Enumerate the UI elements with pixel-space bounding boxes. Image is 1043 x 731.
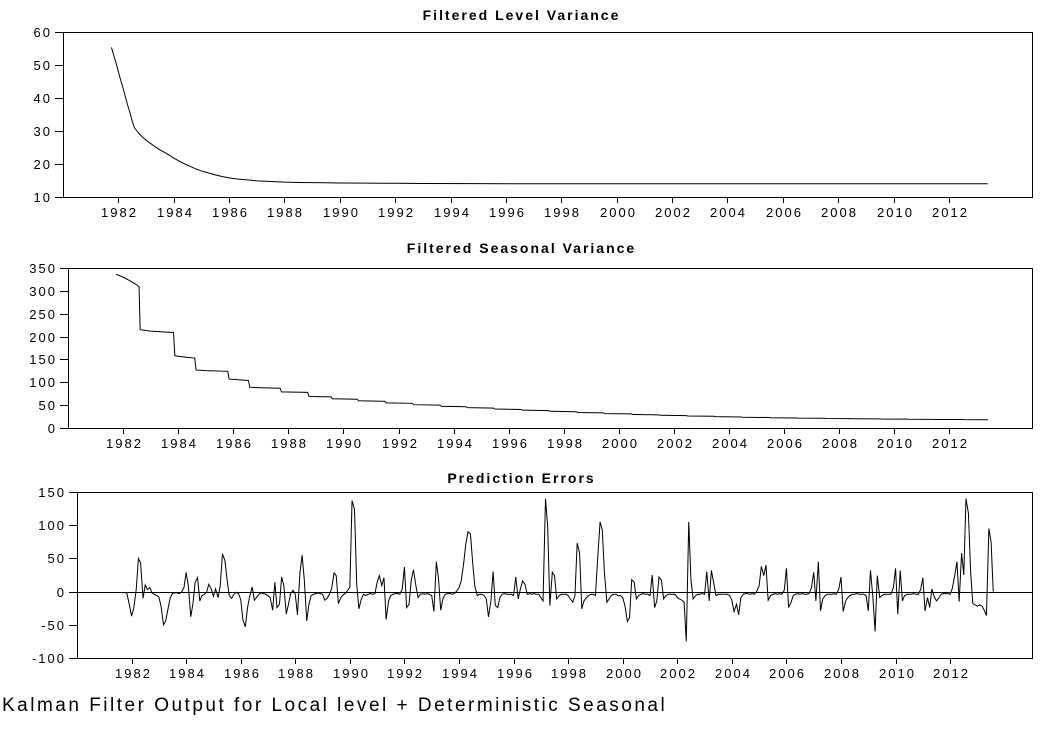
y-axis-tick-label: 50 (39, 398, 57, 413)
x-axis-tick-label: 2012 (932, 436, 969, 451)
y-axis-tick-label: 0 (48, 421, 57, 436)
x-axis-tick-label: 1988 (267, 205, 304, 220)
x-axis-tick-label: 2002 (655, 205, 692, 220)
x-axis-tick-label: 1984 (161, 436, 198, 451)
x-axis-tick-label: 2006 (766, 205, 803, 220)
x-axis-tick-label: 1990 (323, 205, 360, 220)
y-axis-tick-label: 300 (29, 284, 57, 299)
x-axis-tick-label: 1986 (224, 666, 261, 681)
x-axis-tick-label: 1998 (547, 436, 584, 451)
x-axis-tick-label: 1990 (326, 436, 363, 451)
x-axis-tick-label: 1994 (442, 666, 479, 681)
y-axis-tick-label: 100 (29, 375, 57, 390)
y-axis-tick-label: 150 (29, 352, 57, 367)
y-axis-tick-label: 60 (34, 25, 52, 40)
x-axis-tick-label: 2012 (933, 666, 970, 681)
x-axis-tick-label: 2006 (769, 666, 806, 681)
x-axis-tick-label: 1982 (115, 666, 152, 681)
chart-title-filtered-seasonal-variance: Filtered Seasonal Variance (406, 240, 637, 256)
figure-caption: Kalman Filter Output for Local level + D… (2, 695, 668, 716)
x-axis-tick-label: 2008 (821, 205, 858, 220)
chart-title-prediction-errors: Prediction Errors (447, 470, 596, 486)
x-axis-tick-label: 1982 (106, 436, 143, 451)
x-axis-tick-label: 1994 (437, 436, 474, 451)
x-axis-tick-label: 2002 (657, 436, 694, 451)
series-line (124, 498, 994, 642)
series-line (110, 47, 988, 185)
plot-border (68, 268, 1033, 429)
x-axis-tick-label: 2010 (877, 205, 914, 220)
prediction-errors-chart: 150 100 50 0 -50 -100 1982 1984 1986 1988 1990 1992… (32, 485, 1033, 681)
y-axis-tick-label: 150 (38, 485, 66, 500)
y-axis-tick-label: 50 (48, 551, 66, 566)
x-axis-tick-label: 2004 (710, 205, 747, 220)
x-axis-tick-label: 1998 (544, 205, 581, 220)
y-axis-tick-label: 10 (34, 190, 52, 205)
x-axis-tick-label: 1988 (278, 666, 315, 681)
x-axis-tick-label: 1994 (434, 205, 471, 220)
x-axis-tick-label: 2000 (600, 205, 637, 220)
y-axis-tick-label: 250 (29, 307, 57, 322)
x-axis-tick-label: 1992 (387, 666, 424, 681)
series-line (116, 273, 988, 421)
x-axis-tick-label: 2004 (712, 436, 749, 451)
y-axis-tick-label: 30 (34, 124, 52, 139)
y-axis-tick-label: 200 (29, 330, 57, 345)
x-axis-tick-label: 1984 (157, 205, 194, 220)
x-axis-tick-label: 1992 (382, 436, 419, 451)
x-axis-tick-label: 1988 (271, 436, 308, 451)
x-axis-tick-label: 2000 (602, 436, 639, 451)
y-axis-tick-label: 350 (29, 261, 57, 276)
x-axis-tick-label: 2008 (822, 436, 859, 451)
y-axis-tick-label: 20 (34, 157, 52, 172)
x-axis-tick-label: 2006 (767, 436, 804, 451)
y-axis-tick-label: 50 (34, 58, 52, 73)
x-axis-tick-label: 2004 (715, 666, 752, 681)
y-axis-tick-label: -50 (41, 618, 66, 633)
x-axis-tick-label: 1996 (497, 666, 534, 681)
y-axis-tick-label: -100 (32, 651, 66, 666)
plot-border (77, 492, 1033, 659)
x-axis-tick-label: 1992 (378, 205, 415, 220)
chart-title-filtered-level-variance: Filtered Level Variance (422, 7, 621, 23)
x-axis-tick-label: 2002 (660, 666, 697, 681)
filtered-seasonal-variance-chart: 350 300 250 200 150 100 50 0 1982 1984 1986 1988 199… (29, 261, 1033, 451)
x-axis-tick-label: 2008 (824, 666, 861, 681)
x-axis-tick-label: 2000 (606, 666, 643, 681)
x-axis-tick-label: 2010 (879, 666, 916, 681)
y-axis-tick-label: 40 (34, 91, 52, 106)
y-axis-tick-label: 100 (38, 518, 66, 533)
y-axis-tick-label: 0 (57, 585, 66, 600)
x-axis-tick-label: 2010 (877, 436, 914, 451)
x-axis-tick-label: 1984 (169, 666, 206, 681)
x-axis-tick-label: 1982 (101, 205, 138, 220)
x-axis-tick-label: 1996 (489, 205, 526, 220)
x-axis-tick-label: 1986 (212, 205, 249, 220)
x-axis-tick-label: 1998 (551, 666, 588, 681)
plot-border (63, 32, 1033, 198)
x-axis-tick-label: 2012 (932, 205, 969, 220)
x-axis-tick-label: 1990 (333, 666, 370, 681)
x-axis-tick-label: 1996 (492, 436, 529, 451)
x-axis-tick-label: 1986 (216, 436, 253, 451)
